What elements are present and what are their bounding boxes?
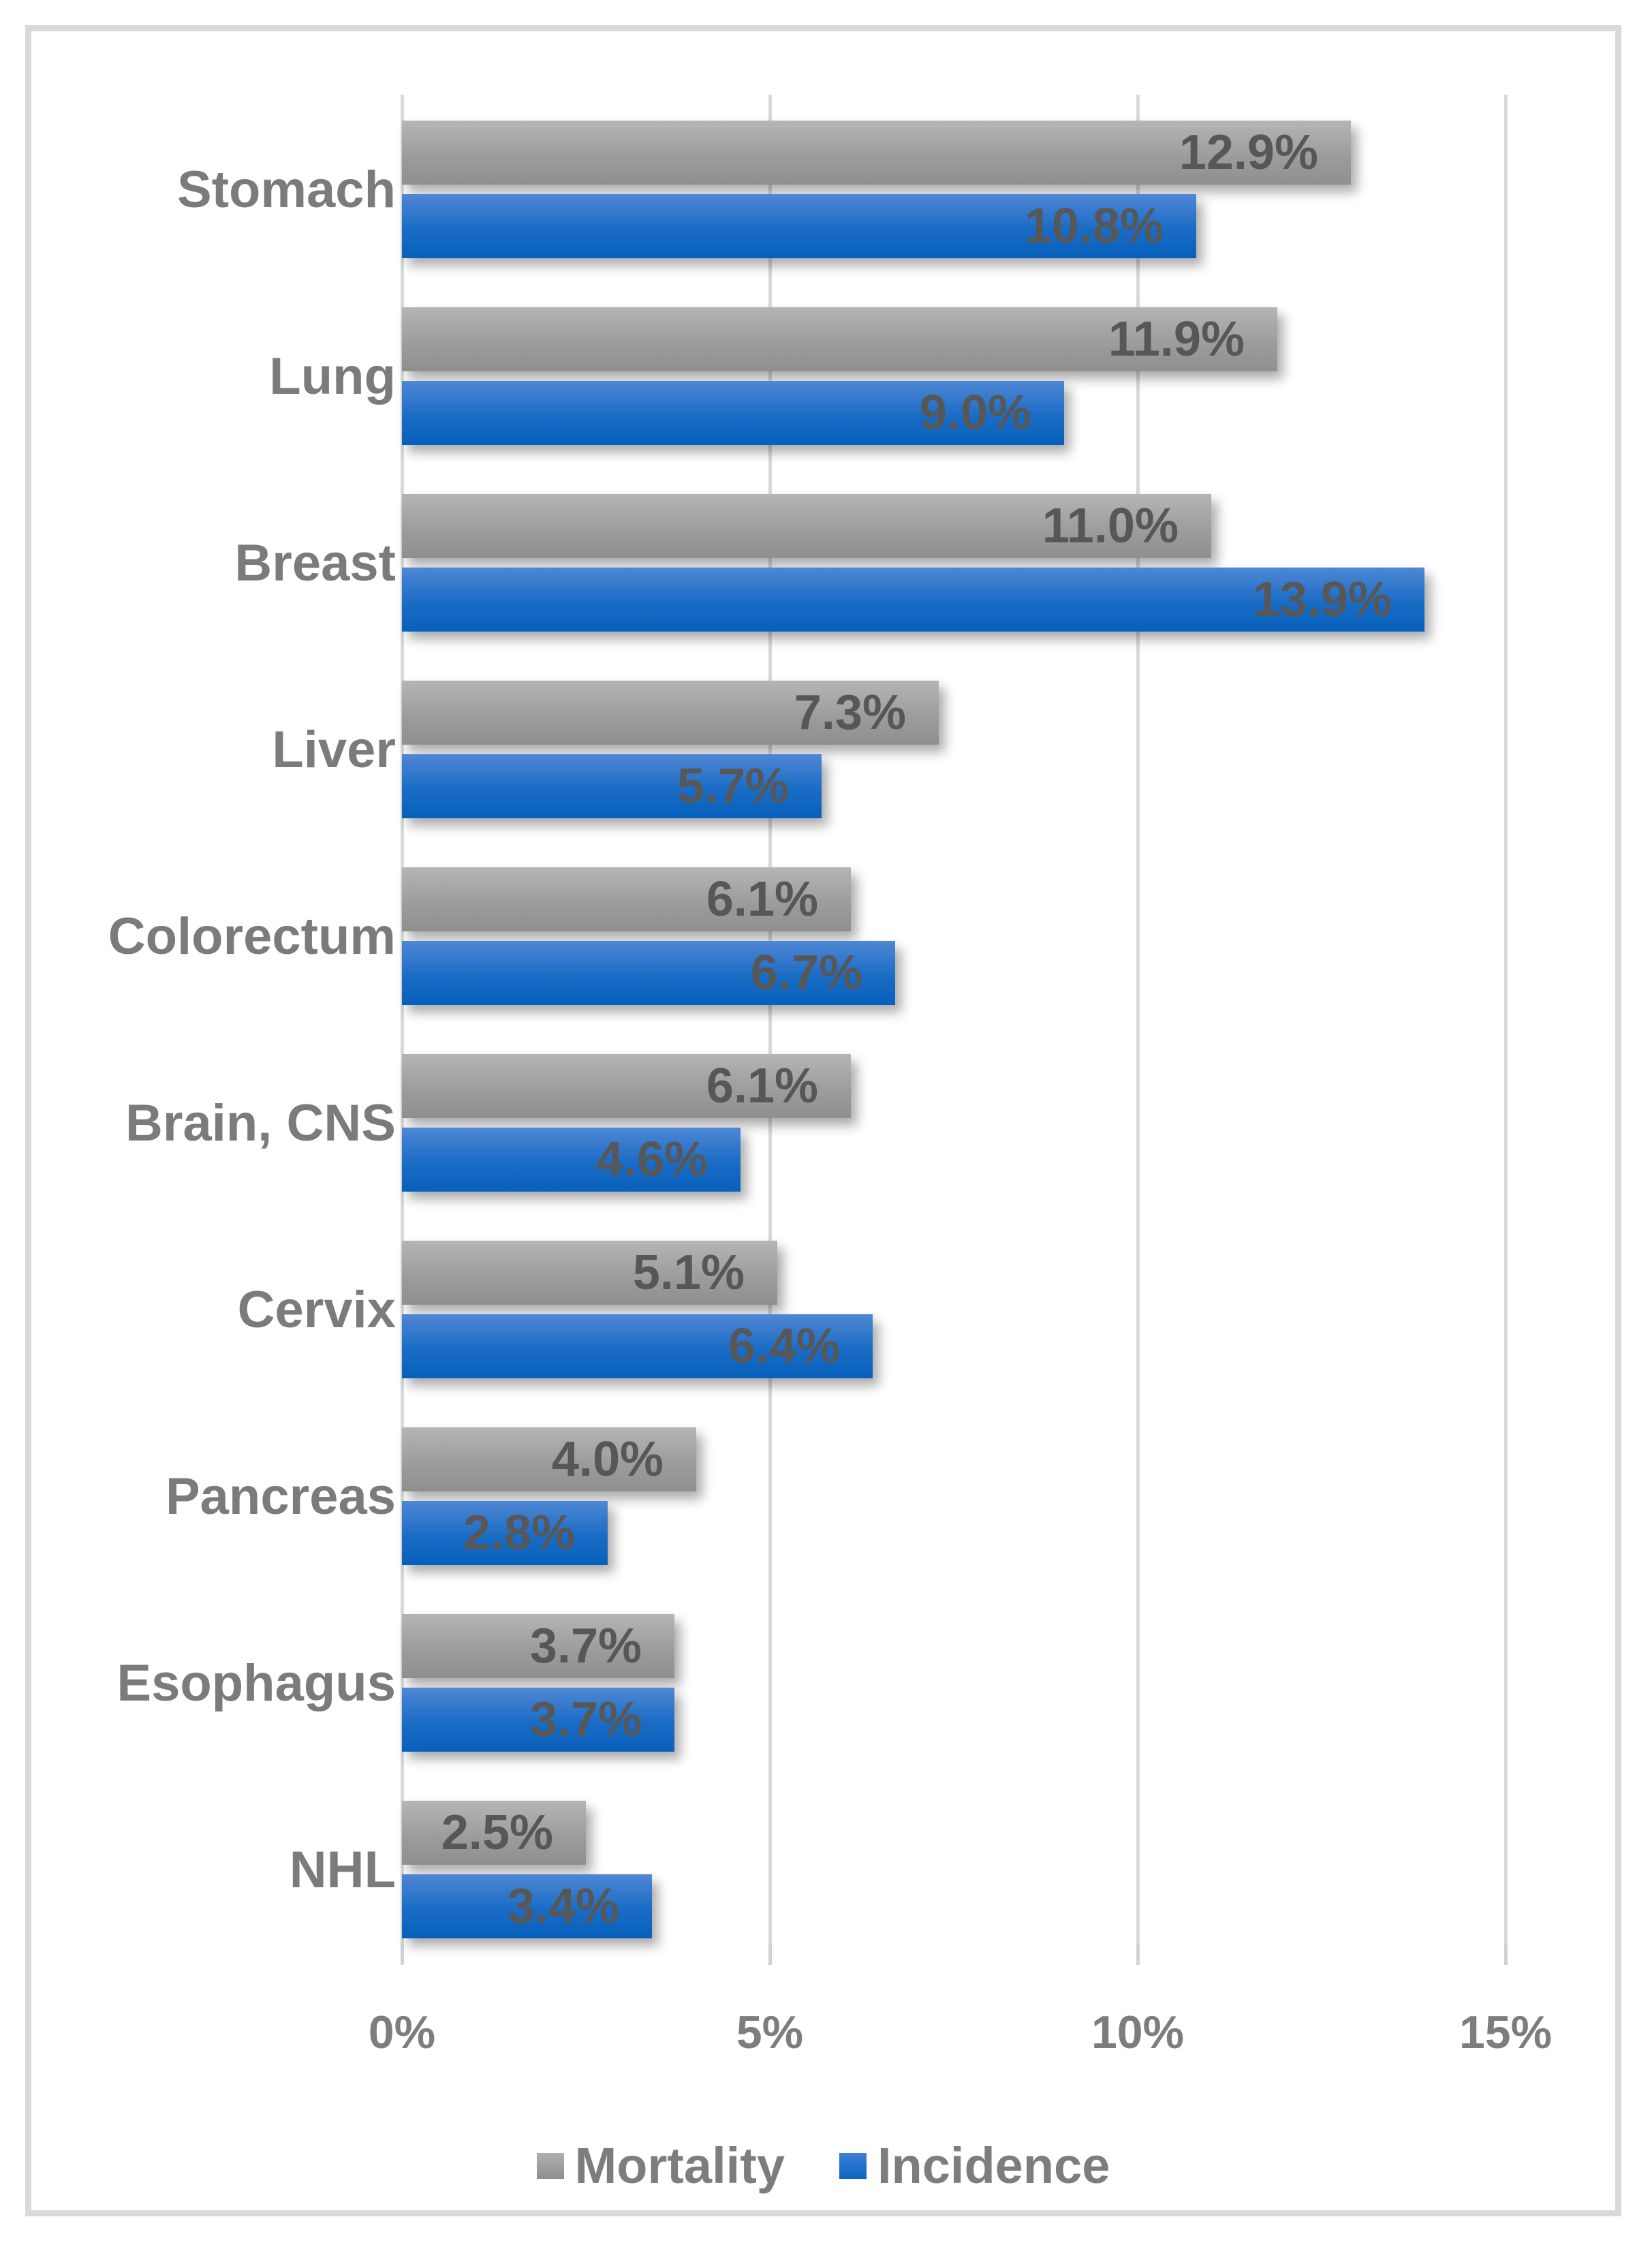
bar-incidence-colorectum: 6.7%	[402, 941, 895, 1005]
value-label-incidence-brain-cns: 4.6%	[595, 1132, 708, 1187]
legend-item-mortality: Mortality	[536, 2137, 785, 2195]
category-label-liver: Liver	[272, 720, 396, 779]
value-label-incidence-pancreas: 2.8%	[463, 1506, 575, 1560]
value-label-incidence-esophagus: 3.7%	[529, 1692, 642, 1747]
incidence-legend-swatch-icon	[839, 2152, 867, 2179]
gridline-0%	[401, 95, 404, 1944]
bar-incidence-breast: 13.9%	[402, 568, 1424, 632]
bar-mortality-breast: 11.0%	[402, 494, 1211, 558]
value-label-mortality-pancreas: 4.0%	[551, 1432, 664, 1487]
category-label-colorectum: Colorectum	[108, 907, 396, 965]
chart-frame: Mortality Incidence 0% 5% 10% 15% Stomach 12.9…	[25, 25, 1621, 2216]
value-label-mortality-nhl: 2.5%	[441, 1806, 553, 1860]
value-label-incidence-liver: 5.7%	[676, 759, 789, 813]
gridline-5%	[768, 95, 772, 1944]
axis-tick-0%	[401, 1944, 404, 1965]
value-label-incidence-cervix: 6.4%	[728, 1319, 840, 1374]
value-label-incidence-colorectum: 6.7%	[750, 946, 862, 1000]
legend-item-incidence: Incidence	[839, 2137, 1110, 2195]
category-label-cervix: Cervix	[237, 1280, 396, 1339]
bar-mortality-nhl: 2.5%	[402, 1801, 586, 1865]
category-label-breast: Breast	[234, 533, 396, 592]
value-label-mortality-colorectum: 6.1%	[706, 872, 818, 927]
bar-incidence-stomach: 10.8%	[402, 194, 1196, 258]
mortality-legend-swatch-icon	[536, 2152, 564, 2179]
value-label-mortality-stomach: 12.9%	[1179, 125, 1318, 180]
bar-incidence-esophagus: 3.7%	[402, 1688, 674, 1752]
legend-label-mortality: Mortality	[574, 2137, 785, 2194]
x-axis-label-0%: 0%	[368, 2006, 436, 2058]
bar-mortality-liver: 7.3%	[402, 681, 939, 745]
category-label-brain-cns: Brain, CNS	[125, 1094, 396, 1152]
bar-mortality-lung: 11.9%	[402, 307, 1277, 371]
value-label-mortality-lung: 11.9%	[1108, 312, 1245, 367]
value-label-incidence-stomach: 10.8%	[1024, 199, 1164, 253]
bar-incidence-pancreas: 2.8%	[402, 1501, 608, 1565]
x-axis-label-15%: 15%	[1459, 2006, 1553, 2058]
category-label-nhl: NHL	[289, 1840, 396, 1899]
category-label-stomach: Stomach	[177, 160, 396, 219]
value-label-incidence-breast: 13.9%	[1252, 572, 1392, 627]
bar-incidence-lung: 9.0%	[402, 381, 1064, 445]
x-axis-label-5%: 5%	[736, 2006, 804, 2058]
bar-mortality-esophagus: 3.7%	[402, 1614, 674, 1678]
value-label-incidence-nhl: 3.4%	[507, 1879, 619, 1934]
bar-mortality-pancreas: 4.0%	[402, 1427, 696, 1491]
axis-tick-10%	[1136, 1944, 1140, 1965]
axis-tick-5%	[768, 1944, 772, 1965]
value-label-incidence-lung: 9.0%	[919, 386, 1031, 440]
category-label-esophagus: Esophagus	[116, 1654, 396, 1712]
bar-mortality-colorectum: 6.1%	[402, 867, 851, 931]
gridline-10%	[1136, 95, 1140, 1944]
value-label-mortality-cervix: 5.1%	[632, 1245, 745, 1300]
value-label-mortality-breast: 11.0%	[1042, 499, 1179, 553]
legend-label-incidence: Incidence	[877, 2137, 1110, 2194]
bar-mortality-brain-cns: 6.1%	[402, 1054, 851, 1118]
category-label-pancreas: Pancreas	[165, 1467, 396, 1525]
category-label-lung: Lung	[269, 347, 396, 405]
bar-incidence-liver: 5.7%	[402, 754, 822, 818]
bar-incidence-brain-cns: 4.6%	[402, 1128, 741, 1192]
gridline-15%	[1504, 95, 1508, 1944]
bar-mortality-stomach: 12.9%	[402, 121, 1351, 185]
axis-tick-15%	[1504, 1944, 1508, 1965]
bar-incidence-nhl: 3.4%	[402, 1874, 652, 1938]
bar-incidence-cervix: 6.4%	[402, 1314, 873, 1378]
chart-legend: Mortality Incidence	[31, 2137, 1615, 2195]
value-label-mortality-liver: 7.3%	[794, 685, 906, 740]
value-label-mortality-esophagus: 3.7%	[529, 1619, 642, 1673]
x-axis-label-10%: 10%	[1091, 2006, 1185, 2058]
bar-mortality-cervix: 5.1%	[402, 1241, 777, 1305]
value-label-mortality-brain-cns: 6.1%	[706, 1059, 818, 1113]
